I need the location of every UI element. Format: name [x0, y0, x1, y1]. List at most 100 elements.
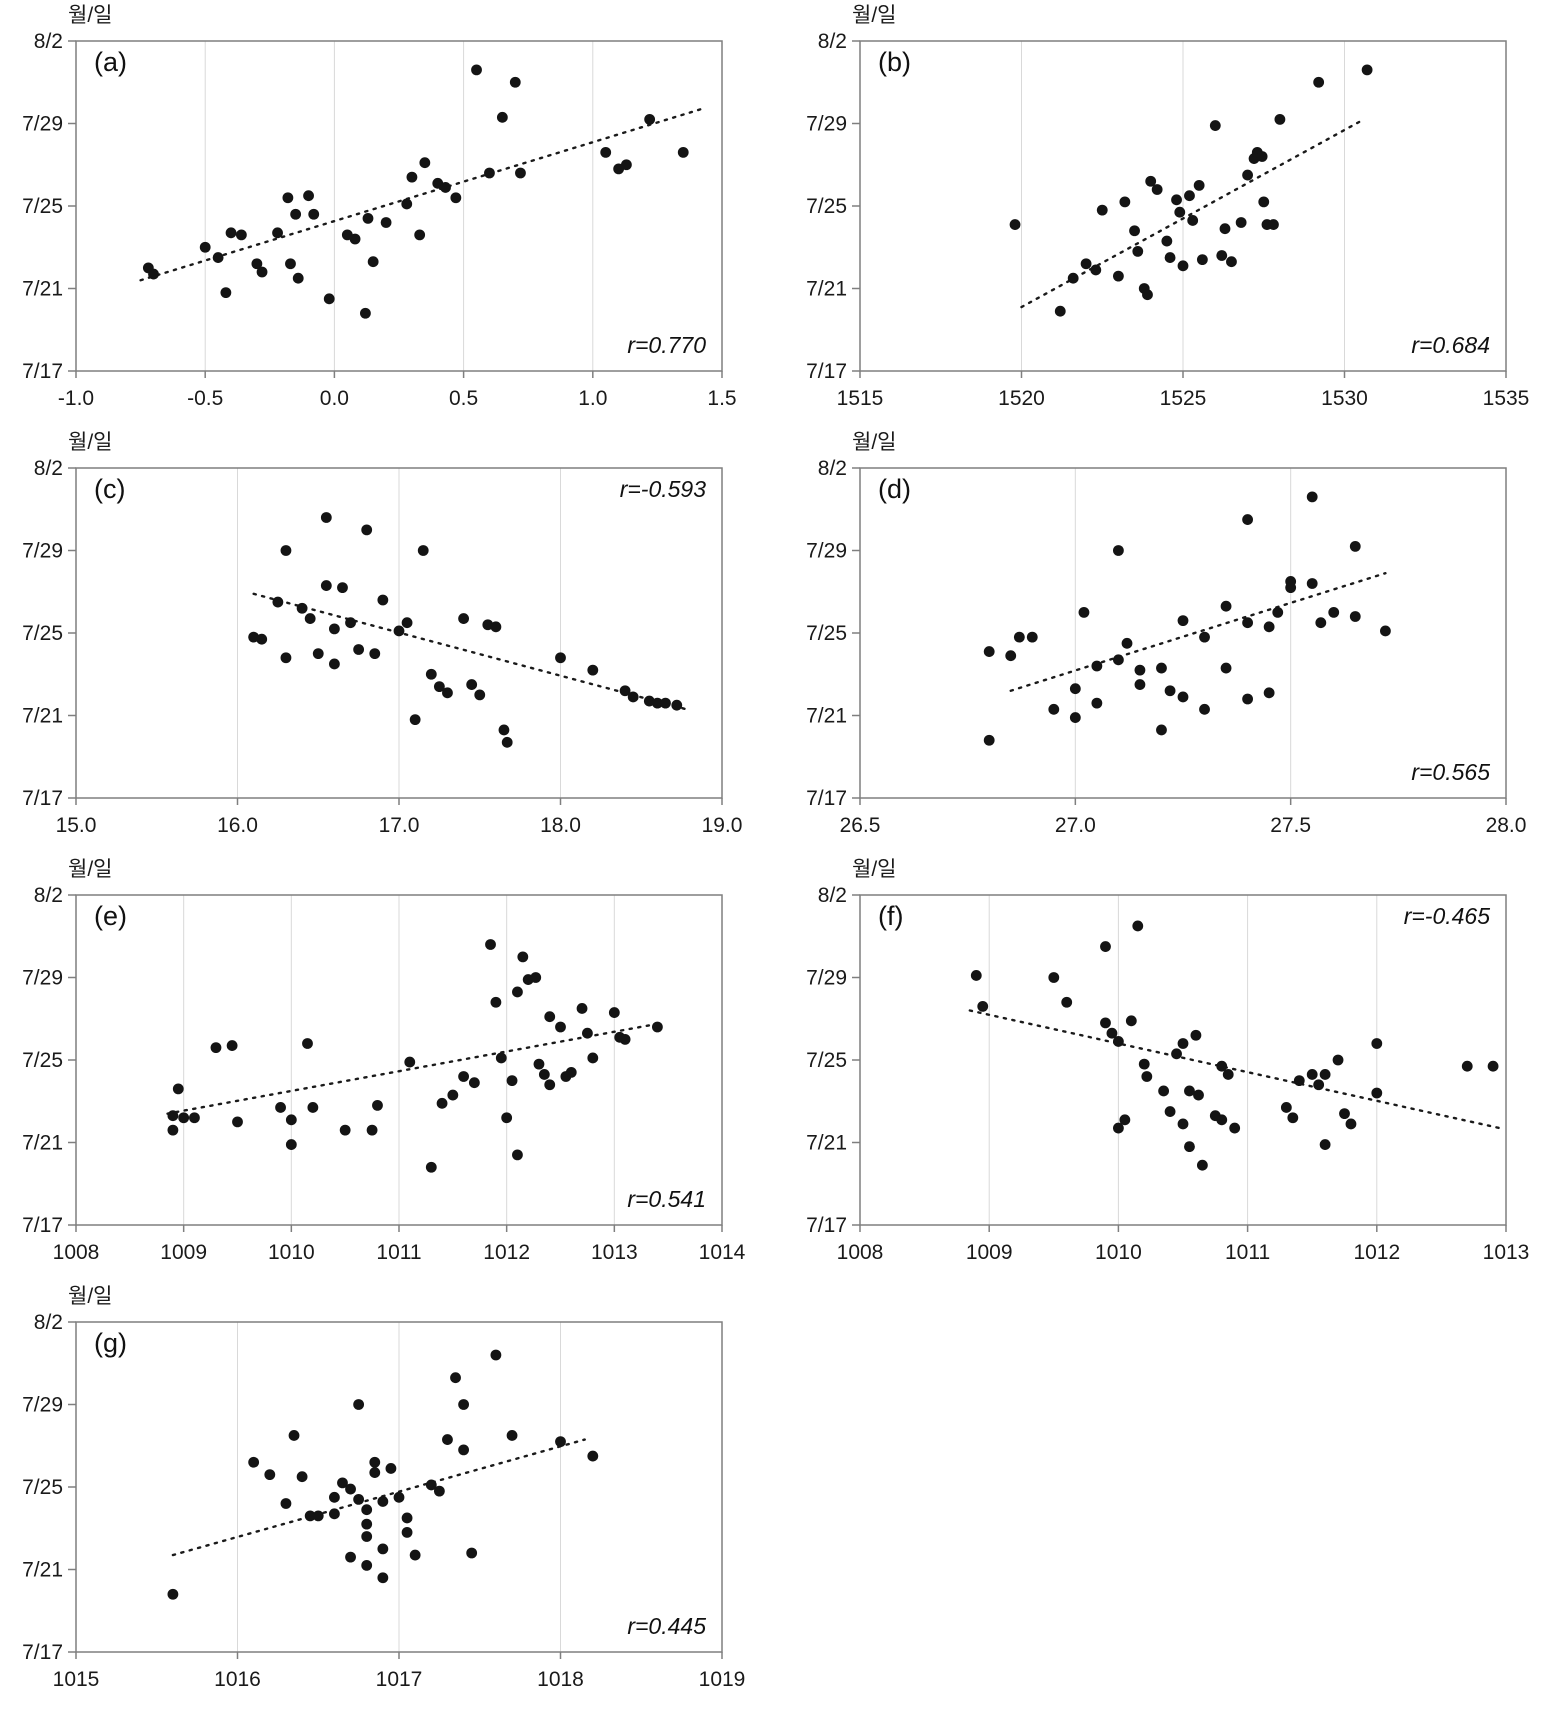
panel-e: 월/일 1008 1009 1010 1011 1012 1013 1014 8/2 7/29 7… — [0, 854, 784, 1281]
y-axis-title: 월/일 — [68, 1285, 113, 1308]
data-point — [466, 1547, 478, 1559]
data-point — [1339, 1108, 1350, 1120]
data-point — [1171, 194, 1182, 206]
y-axis-title: 월/일 — [852, 431, 897, 454]
data-point — [1177, 615, 1189, 627]
data-point — [1129, 225, 1140, 237]
y-tick-label: 7/17 — [806, 1214, 847, 1237]
data-point — [285, 258, 296, 270]
x-tick-label: 1008 — [837, 1241, 884, 1264]
data-point — [272, 596, 284, 608]
data-point — [440, 182, 451, 193]
data-point — [1272, 606, 1284, 618]
data-point — [1177, 260, 1189, 272]
data-point — [496, 111, 508, 123]
x-tick-label: 16.0 — [217, 814, 258, 837]
data-point — [1113, 545, 1124, 556]
data-point — [1158, 1085, 1170, 1097]
x-tick-label: 1017 — [376, 1668, 423, 1691]
data-point — [1090, 264, 1102, 276]
x-tick-label: 1011 — [1225, 1241, 1270, 1264]
data-point — [406, 171, 418, 183]
scatter-plot-a: -1.0 -0.5 0.0 0.5 1.0 1.5 8/2 7/29 7/25 7/21 7/17 — [22, 30, 736, 410]
correlation-label-b: r=0.684 — [1411, 332, 1490, 358]
x-tick-label: 1010 — [268, 1241, 315, 1264]
data-point — [447, 1089, 459, 1101]
correlation-label-c: r=-0.593 — [619, 476, 706, 502]
x-tick-label: 0.5 — [449, 387, 478, 410]
data-point — [1349, 540, 1361, 552]
correlation-label-e: r=0.541 — [627, 1186, 706, 1212]
data-point — [512, 986, 523, 998]
data-point — [1113, 1036, 1124, 1047]
data-point — [1361, 64, 1373, 76]
y-tick-label: 7/17 — [22, 1214, 63, 1237]
data-point — [1319, 1139, 1331, 1150]
panel-letter-d: (d) — [878, 474, 911, 504]
y-tick-label: 8/2 — [34, 30, 63, 53]
data-point — [296, 1471, 308, 1483]
data-point — [1096, 204, 1108, 216]
data-point — [1048, 703, 1060, 715]
data-point — [1013, 631, 1025, 643]
data-point — [372, 1099, 383, 1111]
panel-b: 월/일 1515 1520 1525 1530 1535 8/2 7/29 7/25 7/21 7… — [784, 0, 1568, 427]
y-tick-label: 7/17 — [806, 787, 847, 810]
data-point — [337, 1477, 348, 1489]
data-point — [450, 1372, 461, 1384]
data-point — [1119, 1114, 1131, 1126]
data-point — [1156, 662, 1167, 674]
data-point — [1005, 650, 1017, 662]
data-point — [1313, 76, 1325, 88]
y-tick-label: 7/29 — [22, 540, 63, 563]
data-point — [1054, 305, 1066, 317]
data-point — [1048, 972, 1060, 983]
data-point — [272, 227, 283, 239]
data-point — [189, 1112, 200, 1124]
data-point — [490, 996, 502, 1008]
data-point — [587, 664, 599, 676]
data-point — [1285, 582, 1297, 594]
data-point — [366, 1124, 378, 1136]
plot-area-c: 15.0 16.0 17.0 18.0 19.0 8/2 7/29 7/25 7/21 7/17 … — [6, 456, 746, 852]
y-axis-title: 월/일 — [852, 858, 897, 881]
data-point — [1371, 1038, 1383, 1049]
y-tick-label: 7/29 — [22, 113, 63, 136]
y-tick-label: 7/17 — [22, 1641, 63, 1664]
data-point — [1216, 250, 1228, 261]
data-point — [345, 1483, 356, 1495]
data-point — [652, 697, 663, 709]
y-tick-label: 7/29 — [22, 1394, 63, 1417]
data-point — [1080, 258, 1092, 270]
data-point — [450, 192, 462, 204]
gridlines — [988, 895, 1378, 1225]
data-point — [329, 658, 340, 670]
data-point — [482, 619, 494, 631]
data-point — [1164, 252, 1176, 263]
data-point — [409, 714, 421, 726]
data-point — [353, 644, 365, 655]
data-point — [1061, 996, 1073, 1008]
data-point — [1258, 196, 1270, 208]
correlation-label-g: r=0.445 — [627, 1613, 706, 1639]
x-axis: 26.5 27.0 27.5 28.0 — [840, 798, 1526, 837]
x-tick-label: 1014 — [699, 1241, 746, 1264]
y-axis: 8/2 7/29 7/25 7/21 7/17 — [22, 457, 76, 810]
scatter-points — [248, 512, 683, 748]
data-point — [285, 1139, 297, 1150]
y-tick-label: 7/29 — [806, 540, 847, 563]
y-tick-label: 7/29 — [806, 967, 847, 990]
data-point — [280, 1498, 292, 1509]
data-point — [377, 1496, 389, 1507]
panel-letter-f: (f) — [878, 901, 904, 931]
data-point — [1280, 1102, 1292, 1113]
x-tick-label: 1018 — [537, 1668, 584, 1691]
data-point — [425, 1479, 437, 1491]
scatter-points — [1009, 64, 1373, 317]
data-point — [458, 1071, 469, 1082]
data-point — [1091, 697, 1103, 709]
data-point — [458, 1444, 469, 1456]
data-point — [1134, 679, 1146, 690]
scatter-points — [142, 64, 689, 319]
data-point — [1134, 664, 1146, 676]
